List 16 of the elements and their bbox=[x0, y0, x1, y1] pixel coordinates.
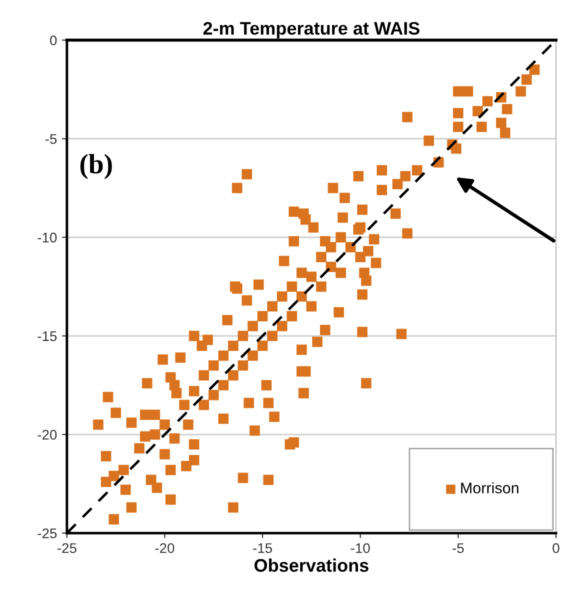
x-tick-label: -20 bbox=[155, 543, 174, 554]
x-axis-title: Observations bbox=[254, 558, 368, 572]
y-tick-label: -5 bbox=[45, 134, 57, 144]
y-tick-label: -25 bbox=[38, 528, 57, 538]
y-tick-label: -10 bbox=[38, 232, 57, 242]
x-tick-label: -10 bbox=[350, 543, 370, 554]
legend-label: Morrison bbox=[461, 482, 518, 494]
annotation: (b) bbox=[80, 154, 112, 180]
x-tick-label: -5 bbox=[452, 543, 464, 554]
y-tick-label: -15 bbox=[38, 331, 57, 342]
y-tick-label: -20 bbox=[38, 430, 57, 440]
chart-title: 2-m Temperature at WAIS bbox=[203, 22, 420, 38]
y-tick-label: 0 bbox=[50, 35, 57, 46]
x-tick-label: -25 bbox=[58, 543, 76, 554]
x-tick-label: -15 bbox=[253, 543, 272, 554]
x-tick-label: 0 bbox=[552, 543, 560, 554]
